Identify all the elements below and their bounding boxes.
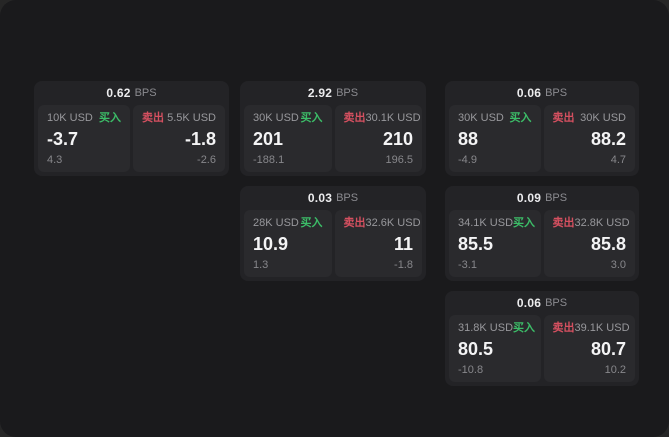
buy-price: 80.5 — [458, 338, 494, 359]
buy-price-tile[interactable]: 34.1K USD 买入 85.5 -3.1 — [449, 210, 541, 277]
buy-delta: 1.3 — [253, 259, 269, 271]
bps-unit-label: BPS — [134, 87, 157, 99]
card-header: 2.92 BPS — [240, 81, 426, 105]
card-header: 0.62 BPS — [34, 81, 229, 105]
card-body: 31.8K USD 买入 80.5 -10.8 卖出 39.1K USD 80.… — [445, 315, 639, 386]
sell-delta: -1.8 — [394, 259, 413, 271]
sell-tag: 卖出 — [552, 322, 575, 334]
quote-card: 2.92 BPS 30K USD 买入 201 -188.1 卖出 30.1K … — [240, 81, 426, 176]
buy-price: -3.7 — [47, 128, 79, 149]
sell-price: 85.8 — [590, 233, 626, 254]
card-header: 0.06 BPS — [445, 81, 639, 105]
bps-unit-label: BPS — [545, 192, 568, 204]
card-body: 30K USD 买入 201 -188.1 卖出 30.1K USD 210 1… — [240, 105, 426, 176]
card-header: 0.09 BPS — [445, 186, 639, 210]
buy-delta: -10.8 — [458, 364, 484, 376]
sell-tag: 卖出 — [552, 112, 575, 124]
sell-delta: 196.5 — [385, 154, 413, 166]
buy-delta: -4.9 — [458, 154, 477, 166]
sell-delta: 10.2 — [604, 364, 626, 376]
sell-amount: 39.1K USD — [574, 322, 630, 334]
bps-value: 0.03 — [307, 191, 333, 205]
quote-card: 0.06 BPS 31.8K USD 买入 80.5 -10.8 卖出 39.1… — [445, 291, 639, 386]
sell-amount: 32.6K USD — [365, 217, 421, 229]
card-body: 28K USD 买入 10.9 1.3 卖出 32.6K USD 11 -1.8 — [240, 210, 426, 281]
bps-unit-label: BPS — [545, 297, 568, 309]
card-body: 10K USD 买入 -3.7 4.3 卖出 5.5K USD -1.8 -2.… — [34, 105, 229, 176]
sell-amount: 30K USD — [580, 112, 626, 124]
buy-price: 201 — [253, 128, 284, 149]
card-body: 34.1K USD 买入 85.5 -3.1 卖出 32.8K USD 85.8… — [445, 210, 639, 281]
buy-tag: 买入 — [513, 322, 536, 334]
buy-delta: -188.1 — [253, 154, 285, 166]
card-header: 0.03 BPS — [240, 186, 426, 210]
bps-unit-label: BPS — [545, 87, 568, 99]
buy-price: 10.9 — [253, 233, 289, 254]
buy-price: 85.5 — [458, 233, 494, 254]
bps-value: 0.06 — [516, 86, 542, 100]
card-body: 30K USD 买入 88 -4.9 卖出 30K USD 88.2 4.7 — [445, 105, 639, 176]
quote-card: 0.62 BPS 10K USD 买入 -3.7 4.3 卖出 5.5K USD… — [34, 81, 229, 176]
card-header: 0.06 BPS — [445, 291, 639, 315]
bps-value: 2.92 — [307, 86, 333, 100]
buy-amount: 31.8K USD — [458, 322, 514, 334]
bps-value: 0.09 — [516, 191, 542, 205]
sell-price: 80.7 — [590, 338, 626, 359]
buy-price-tile[interactable]: 30K USD 买入 201 -188.1 — [244, 105, 332, 172]
buy-tag: 买入 — [509, 112, 532, 124]
sell-price-tile[interactable]: 卖出 39.1K USD 80.7 10.2 — [543, 315, 635, 382]
buy-amount: 34.1K USD — [458, 217, 514, 229]
sell-price: 88.2 — [590, 128, 626, 149]
buy-delta: 4.3 — [47, 154, 63, 166]
bps-value: 0.06 — [516, 296, 542, 310]
sell-amount: 32.8K USD — [574, 217, 630, 229]
buy-price-tile[interactable]: 30K USD 买入 88 -4.9 — [449, 105, 541, 172]
sell-delta: 3.0 — [610, 259, 626, 271]
sell-tag: 卖出 — [343, 112, 366, 124]
bps-unit-label: BPS — [336, 192, 359, 204]
buy-price: 88 — [458, 128, 479, 149]
buy-delta: -3.1 — [458, 259, 477, 271]
sell-price-tile[interactable]: 卖出 5.5K USD -1.8 -2.6 — [133, 105, 225, 172]
buy-price-tile[interactable]: 31.8K USD 买入 80.5 -10.8 — [449, 315, 541, 382]
sell-amount: 30.1K USD — [365, 112, 421, 124]
sell-price: 210 — [382, 128, 413, 149]
buy-amount: 30K USD — [253, 112, 299, 124]
sell-price-tile[interactable]: 卖出 30K USD 88.2 4.7 — [543, 105, 635, 172]
bps-value: 0.62 — [106, 86, 131, 100]
quote-card: 0.03 BPS 28K USD 买入 10.9 1.3 卖出 32.6K US… — [240, 186, 426, 281]
buy-price-tile[interactable]: 10K USD 买入 -3.7 4.3 — [38, 105, 130, 172]
sell-price-tile[interactable]: 卖出 32.8K USD 85.8 3.0 — [543, 210, 635, 277]
sell-tag: 卖出 — [552, 217, 575, 229]
sell-amount: 5.5K USD — [167, 112, 216, 124]
buy-tag: 买入 — [300, 112, 323, 124]
sell-price-tile[interactable]: 卖出 32.6K USD 11 -1.8 — [334, 210, 422, 277]
sell-delta: 4.7 — [610, 154, 626, 166]
buy-tag: 买入 — [99, 112, 121, 124]
buy-tag: 买入 — [513, 217, 536, 229]
sell-price-tile[interactable]: 卖出 30.1K USD 210 196.5 — [334, 105, 422, 172]
quote-card: 0.06 BPS 30K USD 买入 88 -4.9 卖出 30K USD 8… — [445, 81, 639, 176]
buy-amount: 28K USD — [253, 217, 299, 229]
bps-unit-label: BPS — [336, 87, 359, 99]
buy-price-tile[interactable]: 28K USD 买入 10.9 1.3 — [244, 210, 332, 277]
quote-card: 0.09 BPS 34.1K USD 买入 85.5 -3.1 卖出 32.8K… — [445, 186, 639, 281]
buy-amount: 30K USD — [458, 112, 504, 124]
sell-price: -1.8 — [184, 128, 216, 149]
sell-tag: 卖出 — [142, 112, 164, 124]
sell-price: 11 — [393, 233, 413, 254]
buy-amount: 10K USD — [47, 112, 93, 124]
sell-tag: 卖出 — [343, 217, 366, 229]
sell-delta: -2.6 — [197, 154, 216, 166]
buy-tag: 买入 — [300, 217, 323, 229]
